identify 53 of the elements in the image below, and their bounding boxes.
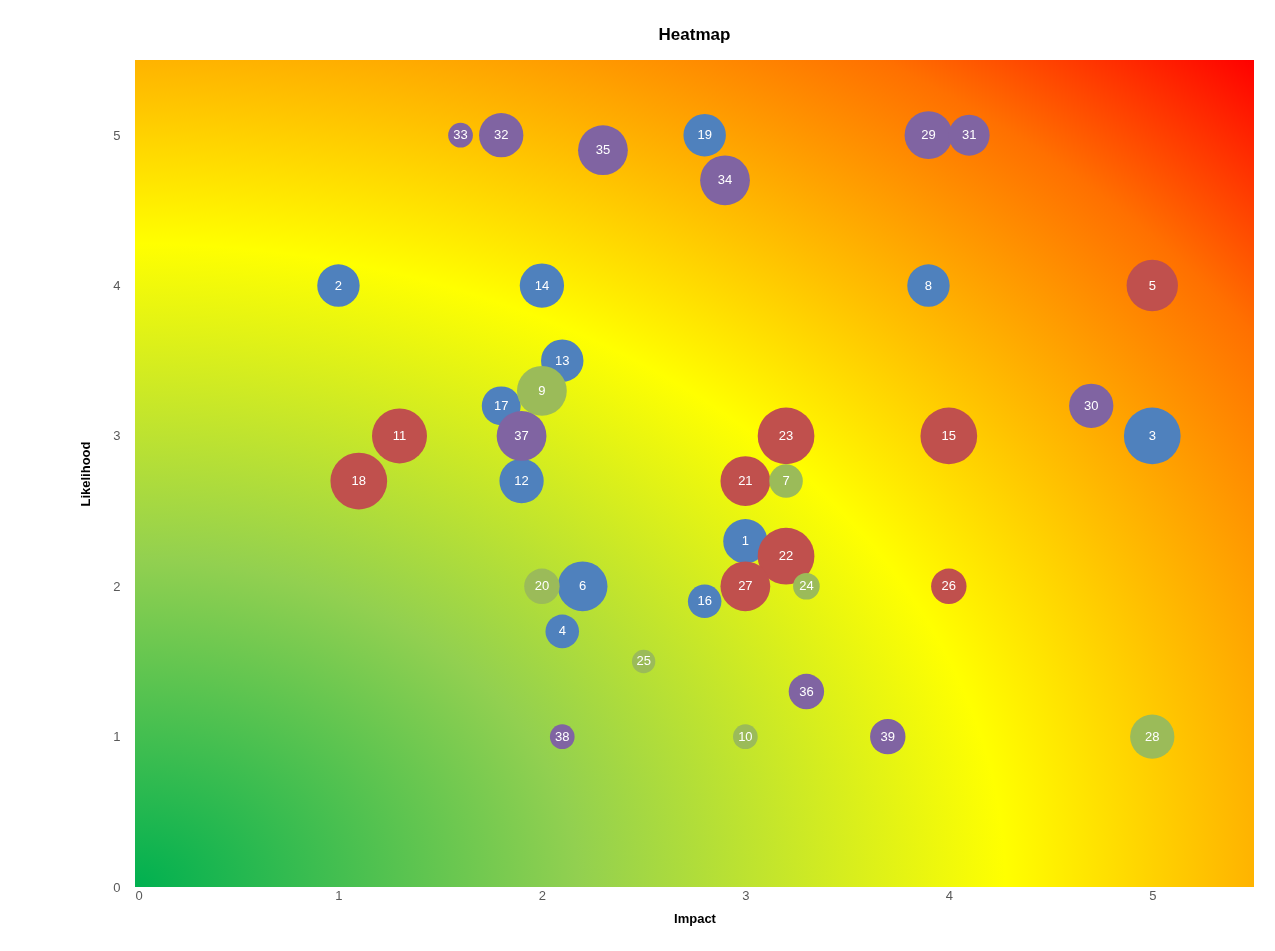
annotation: 21 xyxy=(738,473,753,489)
x-tick-label: 0 xyxy=(135,887,143,903)
annotation: 26 xyxy=(941,578,957,594)
annotation: 18 xyxy=(351,473,367,489)
annotation: 17 xyxy=(493,397,509,413)
annotation: 33 xyxy=(453,127,468,143)
x-tick-label: 3 xyxy=(742,887,750,903)
annotation: 20 xyxy=(534,578,550,594)
annotation: 37 xyxy=(514,427,529,443)
annotation: 3 xyxy=(1148,427,1156,443)
x-axis-title: Impact xyxy=(674,910,717,926)
y-tick-label: 3 xyxy=(113,428,121,444)
annotation: 2 xyxy=(334,277,343,293)
annotation: 29 xyxy=(921,127,936,143)
annotation: 24 xyxy=(799,578,814,594)
y-axis-title: Likelihood xyxy=(78,441,94,507)
annotation: 15 xyxy=(941,427,957,443)
annotation: 12 xyxy=(514,473,529,489)
annotation: 28 xyxy=(1145,728,1160,744)
x-tick-label: 4 xyxy=(945,887,953,903)
annotation: 13 xyxy=(555,352,570,368)
annotation: 35 xyxy=(595,142,611,158)
annotation: 38 xyxy=(555,728,570,744)
annotation: 31 xyxy=(961,127,977,143)
annotation: 14 xyxy=(534,277,550,293)
y-tick-label: 1 xyxy=(113,729,121,745)
annotation: 25 xyxy=(636,653,651,669)
annotation: 9 xyxy=(538,382,546,398)
annotation: 16 xyxy=(697,593,712,609)
annotation: 6 xyxy=(578,578,587,594)
annotation: 23 xyxy=(778,427,794,443)
annotation: 27 xyxy=(738,578,753,594)
annotation: 36 xyxy=(799,683,814,699)
annotation: 8 xyxy=(924,277,933,293)
annotation: 32 xyxy=(493,127,509,143)
annotation: 22 xyxy=(778,548,794,564)
annotation: 1 xyxy=(741,533,749,549)
annotation: 10 xyxy=(738,728,753,744)
annotation: 11 xyxy=(392,427,407,443)
y-tick-label: 2 xyxy=(113,578,121,594)
x-tick-label: 2 xyxy=(538,887,547,903)
annotation: 5 xyxy=(1148,277,1156,293)
annotation: 34 xyxy=(717,172,733,188)
y-tick-label: 4 xyxy=(113,278,121,294)
annotation: 30 xyxy=(1084,397,1099,413)
x-tick-label: 1 xyxy=(335,887,343,903)
annotation: 39 xyxy=(880,728,896,744)
annotation: 19 xyxy=(697,127,712,143)
annotation: 7 xyxy=(782,473,790,489)
annotation: 4 xyxy=(558,623,566,639)
x-tick-label: 5 xyxy=(1149,887,1157,903)
y-tick-label: 5 xyxy=(113,127,121,143)
chart-title: Heatmap xyxy=(658,25,731,44)
